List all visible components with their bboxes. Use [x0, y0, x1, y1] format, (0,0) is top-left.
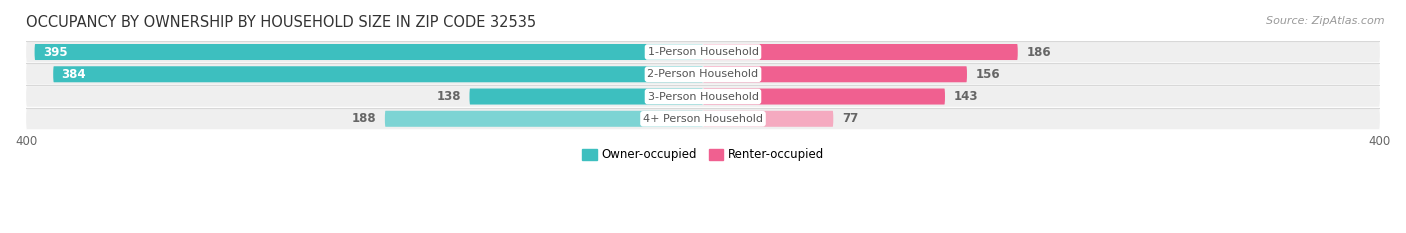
FancyBboxPatch shape — [27, 109, 1379, 129]
Text: 186: 186 — [1026, 45, 1050, 58]
Text: 3-Person Household: 3-Person Household — [648, 92, 758, 102]
Text: 138: 138 — [436, 90, 461, 103]
FancyBboxPatch shape — [27, 64, 1379, 85]
FancyBboxPatch shape — [703, 111, 834, 127]
FancyBboxPatch shape — [35, 44, 703, 60]
Legend: Owner-occupied, Renter-occupied: Owner-occupied, Renter-occupied — [582, 148, 824, 161]
FancyBboxPatch shape — [470, 89, 703, 105]
Text: 156: 156 — [976, 68, 1000, 81]
FancyBboxPatch shape — [703, 66, 967, 82]
FancyBboxPatch shape — [703, 89, 945, 105]
Text: OCCUPANCY BY OWNERSHIP BY HOUSEHOLD SIZE IN ZIP CODE 32535: OCCUPANCY BY OWNERSHIP BY HOUSEHOLD SIZE… — [27, 15, 536, 30]
Text: 77: 77 — [842, 112, 858, 125]
Text: 4+ Person Household: 4+ Person Household — [643, 114, 763, 124]
Text: 1-Person Household: 1-Person Household — [648, 47, 758, 57]
Text: 2-Person Household: 2-Person Household — [647, 69, 759, 79]
FancyBboxPatch shape — [385, 111, 703, 127]
Text: 188: 188 — [352, 112, 377, 125]
Text: Source: ZipAtlas.com: Source: ZipAtlas.com — [1267, 16, 1385, 26]
FancyBboxPatch shape — [27, 86, 1379, 107]
Text: 143: 143 — [953, 90, 979, 103]
FancyBboxPatch shape — [27, 42, 1379, 62]
FancyBboxPatch shape — [703, 44, 1018, 60]
Text: 384: 384 — [62, 68, 86, 81]
Text: 395: 395 — [44, 45, 67, 58]
FancyBboxPatch shape — [53, 66, 703, 82]
